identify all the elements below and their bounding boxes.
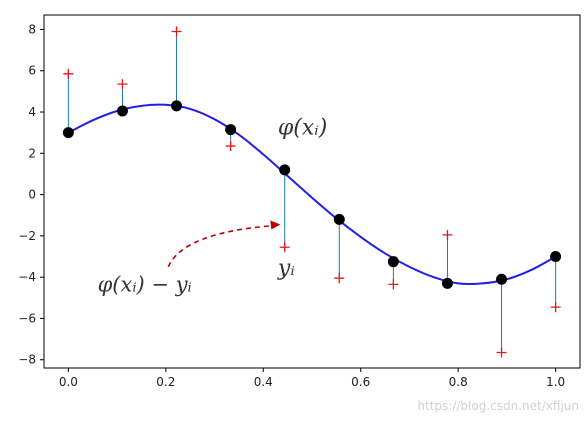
fitted-points: [62, 100, 562, 289]
y-tick-label: 8: [28, 22, 36, 36]
observed-point: [171, 26, 182, 37]
observed-point: [550, 302, 561, 313]
fitted-point: [441, 277, 453, 289]
x-tick-label: 0.6: [351, 375, 370, 389]
annotation-arrow: [167, 224, 275, 268]
x-tick-label: 1.0: [546, 375, 565, 389]
fitted-point: [62, 127, 74, 139]
watermark: https://blog.csdn.net/xfijun: [417, 399, 579, 413]
fitted-point: [333, 213, 345, 225]
x-axis: 0.0 0.2 0.4 0.6 0.8 1.0: [59, 368, 565, 389]
y-tick-label: 0: [28, 188, 36, 202]
y-tick-label: −8: [18, 353, 36, 367]
y-tick-label: 6: [28, 64, 36, 78]
fitted-point: [496, 273, 508, 285]
observed-point: [117, 79, 128, 90]
y-tick-label: −4: [18, 270, 36, 284]
fit-curve: [67, 103, 557, 286]
fitted-point: [225, 124, 237, 136]
fitted-point: [171, 100, 183, 112]
y-tick-label: 2: [28, 146, 36, 160]
observed-point: [388, 279, 399, 290]
plot-frame: [43, 14, 581, 369]
annotation-arrow-head: [270, 220, 281, 230]
x-tick-label: 0.2: [156, 375, 175, 389]
observed-point: [63, 68, 74, 79]
y-tick-label: 4: [28, 105, 36, 119]
observed-point: [442, 229, 453, 240]
annotation-y: yᵢ: [277, 256, 295, 281]
x-tick-label: 0.4: [254, 375, 273, 389]
observed-point: [334, 273, 345, 284]
y-axis: 8 6 4 2 0 −2 −4 −6 −8: [18, 22, 44, 367]
annotation-residual: φ(xᵢ) − yᵢ: [98, 273, 192, 297]
fitted-point: [550, 251, 562, 263]
y-tick-label: −6: [18, 311, 36, 325]
y-tick-label: −2: [18, 229, 36, 243]
observed-point: [496, 347, 507, 358]
fitted-point: [279, 164, 291, 176]
residual-lines: [67, 31, 557, 353]
observed-point: [225, 141, 236, 152]
annotation-phi: φ(xᵢ): [278, 116, 327, 141]
fitted-point: [387, 256, 399, 268]
x-tick-label: 0.8: [449, 375, 468, 389]
fitted-point: [116, 105, 128, 117]
observed-points: [63, 26, 561, 358]
x-tick-label: 0.0: [59, 375, 78, 389]
observed-point: [279, 242, 290, 253]
